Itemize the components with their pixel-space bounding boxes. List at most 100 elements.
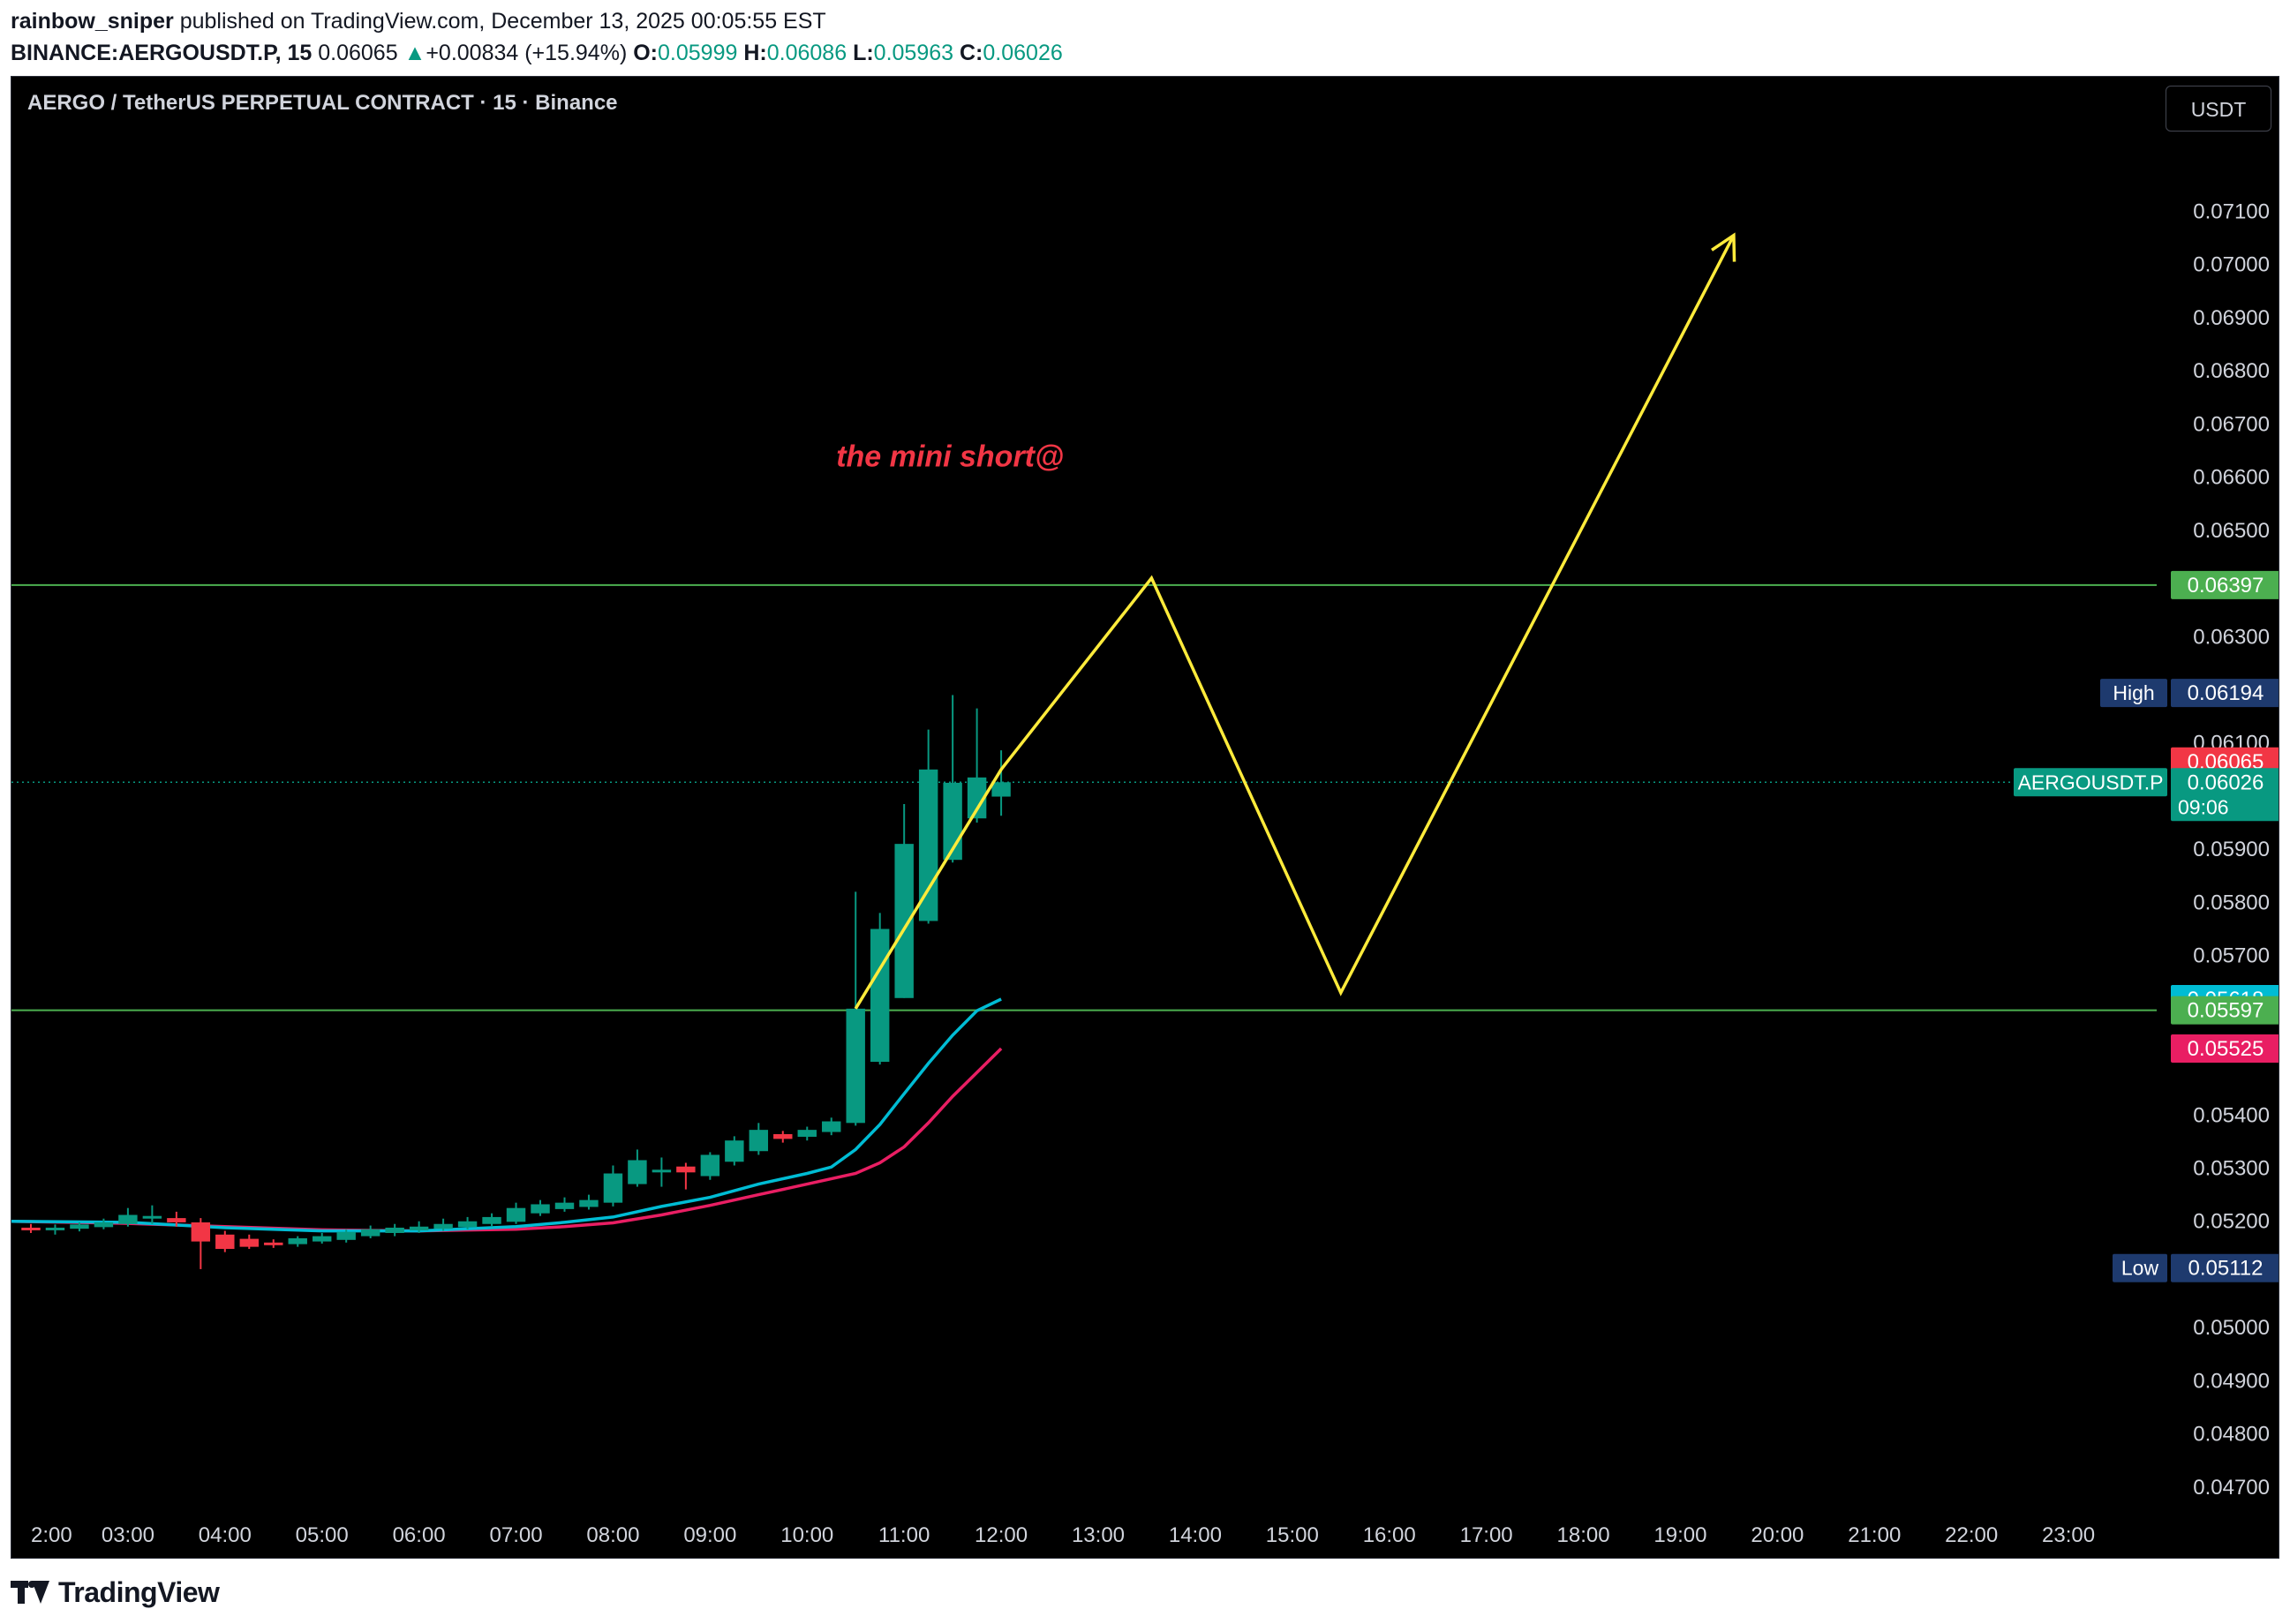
tradingview-logo[interactable]: TradingView	[11, 1568, 540, 1617]
candle-body[interactable]	[336, 1231, 356, 1240]
candle-body[interactable]	[749, 1130, 769, 1152]
price-label-text: 0.05525	[2188, 1037, 2264, 1061]
price-label-text: 0.05112	[2188, 1257, 2264, 1281]
y-tick-label: 0.06600	[2193, 466, 2270, 490]
candle-body[interactable]	[118, 1214, 138, 1224]
x-tick-label: 11:00	[878, 1523, 930, 1547]
x-tick-label: 21:00	[1848, 1523, 1901, 1547]
price-label-text: 0.06026	[2188, 771, 2264, 794]
candle-body[interactable]	[700, 1154, 720, 1177]
symbol-label[interactable]: BINANCE:AERGOUSDT.P, 15	[11, 41, 313, 65]
candle-body[interactable]	[579, 1199, 599, 1207]
brand-name: TradingView	[58, 1575, 220, 1608]
y-tick-label: 0.05000	[2193, 1316, 2270, 1340]
candle-body[interactable]	[531, 1204, 550, 1214]
author-name[interactable]: rainbow_sniper	[11, 9, 174, 34]
candle-body[interactable]	[191, 1222, 211, 1242]
low-value: 0.05963	[873, 41, 954, 65]
x-tick-label: 04:00	[199, 1523, 252, 1547]
y-tick-label: 0.05900	[2193, 838, 2270, 861]
candle-body[interactable]	[433, 1223, 453, 1229]
x-tick-label: 23:00	[2042, 1523, 2095, 1547]
y-tick-label: 0.06300	[2193, 625, 2270, 649]
candle-body[interactable]	[360, 1229, 380, 1237]
ema-fast-line	[11, 997, 1002, 1233]
candle-body[interactable]	[554, 1202, 575, 1209]
price-tag-text: AERGOUSDT.P	[2018, 771, 2164, 793]
up-triangle-icon: ▲	[403, 41, 426, 65]
x-tick-label: 14:00	[1169, 1523, 1222, 1547]
candle-body[interactable]	[506, 1207, 526, 1222]
candle-body[interactable]	[409, 1226, 429, 1230]
candle-body[interactable]	[603, 1173, 623, 1203]
candle-body[interactable]	[846, 1008, 865, 1124]
candle-body[interactable]	[652, 1169, 672, 1173]
candle-body[interactable]	[264, 1242, 283, 1245]
chart-pane[interactable]: the mini short@ 0.07100 0.07000 0.06900 0.06…	[11, 76, 2279, 1559]
x-tick-label: 08:00	[586, 1523, 639, 1547]
candle-body[interactable]	[45, 1227, 65, 1230]
candle-body[interactable]	[215, 1234, 235, 1250]
candle-body[interactable]	[991, 782, 1011, 797]
x-tick-label: 10:00	[780, 1523, 833, 1547]
candle-body[interactable]	[628, 1160, 647, 1184]
candle-body[interactable]	[70, 1224, 89, 1229]
y-tick-label: 0.04800	[2193, 1423, 2270, 1447]
close-label: C:	[960, 41, 983, 65]
candle-body[interactable]	[94, 1222, 114, 1228]
x-tick-label: 19:00	[1653, 1523, 1706, 1547]
x-tick-label: 17:00	[1460, 1523, 1513, 1547]
candle-body[interactable]	[773, 1133, 793, 1139]
candle-body[interactable]	[676, 1166, 696, 1173]
candle-body[interactable]	[870, 929, 890, 1063]
candle-body[interactable]	[312, 1236, 332, 1242]
x-tick-label: 20:00	[1751, 1523, 1804, 1547]
x-tick-label: 05:00	[296, 1523, 349, 1547]
candle-body[interactable]	[822, 1121, 841, 1132]
projection-path[interactable]	[854, 234, 1736, 1010]
candle-body[interactable]	[385, 1227, 404, 1233]
tradingview-logo-icon	[11, 1581, 51, 1604]
publish-line: rainbow_sniper published on TradingView.…	[11, 5, 2279, 37]
annotation-text[interactable]: the mini short@	[836, 440, 1064, 474]
candle-body[interactable]	[457, 1221, 478, 1228]
y-tick-label: 0.07100	[2193, 199, 2270, 223]
currency-button[interactable]: USDT	[2166, 86, 2271, 132]
price-tag-badge	[2113, 1253, 2167, 1282]
y-tick-label: 0.05800	[2193, 891, 2270, 914]
candle-body[interactable]	[21, 1227, 41, 1230]
candle-body[interactable]	[142, 1215, 162, 1219]
open-value: 0.05999	[658, 41, 738, 65]
x-tick-label: 16:00	[1363, 1523, 1416, 1547]
y-tick-label: 0.06700	[2193, 412, 2270, 436]
y-tick-label: 0.04900	[2193, 1369, 2270, 1393]
x-tick-label: 22:00	[1945, 1523, 1998, 1547]
y-tick-label: 0.05300	[2193, 1157, 2270, 1181]
candle-body[interactable]	[288, 1238, 307, 1244]
chart-title: AERGO / TetherUS PERPETUAL CONTRACT · 15…	[27, 91, 618, 115]
close-value: 0.06026	[983, 41, 1063, 65]
candle-body[interactable]	[797, 1130, 817, 1137]
projection-arrow-head	[1711, 232, 1736, 262]
y-tick-label: 0.04700	[2193, 1476, 2270, 1500]
y-tick-label: 0.06500	[2193, 519, 2270, 543]
candle-body[interactable]	[482, 1216, 501, 1224]
price-label-badge	[2171, 1034, 2279, 1064]
published-text: published on TradingView.com, December 1…	[179, 9, 826, 34]
price-label-badge	[2171, 768, 2279, 822]
candle-body[interactable]	[967, 777, 987, 819]
candle-body[interactable]	[725, 1140, 744, 1162]
countdown-text: 09:06	[2178, 795, 2229, 818]
price-change: +0.00834 (+15.94%)	[426, 41, 628, 65]
price-label-badge	[2171, 1253, 2279, 1282]
chart-canvas[interactable]: the mini short@ 0.07100 0.07000 0.06900 0.06…	[11, 77, 2279, 1558]
x-tick-label: 12:00	[975, 1523, 1028, 1547]
y-tick-label: 0.05200	[2193, 1210, 2270, 1234]
low-label: L:	[853, 41, 874, 65]
candle-body[interactable]	[239, 1238, 259, 1247]
y-tick-label: 0.07000	[2193, 253, 2270, 277]
price-label-text: 0.06397	[2188, 574, 2264, 598]
candle-body[interactable]	[167, 1218, 186, 1222]
candle-body[interactable]	[894, 844, 914, 998]
price-label-badge	[2171, 996, 2279, 1025]
